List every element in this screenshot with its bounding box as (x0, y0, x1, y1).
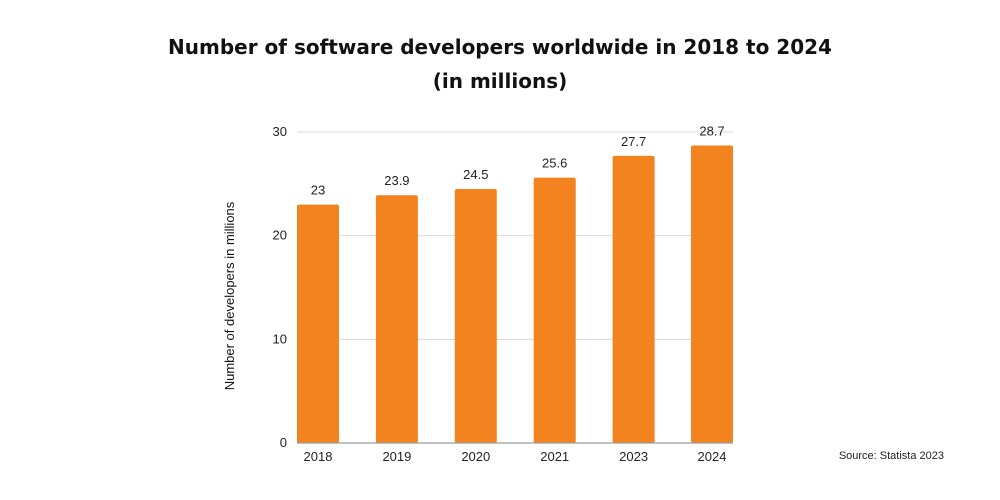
x-tick-label: 2024 (698, 449, 727, 464)
y-axis-label: Number of developers in millions (222, 201, 237, 390)
data-label: 24.5 (463, 167, 488, 182)
data-label: 28.7 (699, 123, 724, 138)
x-tick-label: 2018 (304, 449, 333, 464)
data-label: 23.9 (384, 173, 409, 188)
y-tick-label: 30 (273, 124, 287, 139)
bar (533, 177, 576, 443)
y-tick-label: 20 (273, 228, 287, 243)
chart-subtitle: (in millions) (432, 69, 568, 93)
bar (375, 195, 418, 443)
data-label: 27.7 (621, 134, 646, 149)
bar (297, 204, 339, 443)
bar (454, 189, 497, 443)
y-tick-label: 10 (273, 331, 287, 346)
data-label: 23 (311, 183, 325, 198)
chart-title: Number of software developers worldwide … (0, 30, 1000, 98)
x-tick-label: 2021 (540, 449, 569, 464)
bar (691, 145, 733, 443)
chart-title-line1: Number of software developers worldwide … (168, 35, 832, 59)
bar (612, 155, 655, 444)
x-tick-label: 2019 (382, 449, 411, 464)
data-label: 25.6 (542, 156, 567, 171)
source-note: Source: Statista 2023 (838, 450, 944, 462)
x-tick-label: 2023 (619, 449, 648, 464)
y-tick-label: 0 (280, 435, 287, 450)
x-tick-label: 2020 (461, 449, 490, 464)
